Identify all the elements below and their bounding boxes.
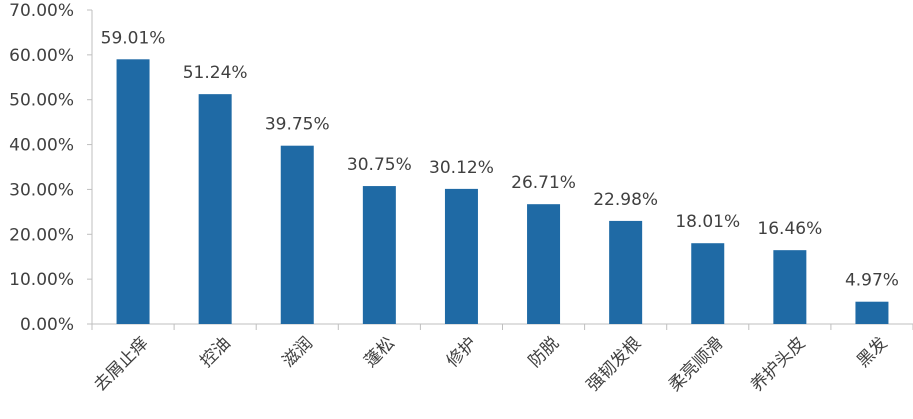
bar xyxy=(773,250,807,324)
data-label: 22.98% xyxy=(593,190,658,210)
category-label: 黑发 xyxy=(853,333,891,371)
y-axis: 0.00% 10.00% 20.00% 30.00% 40.00% 50.00% 60.00… xyxy=(9,1,93,335)
data-label: 59.01% xyxy=(101,28,166,48)
bar xyxy=(198,94,232,324)
category-label: 强韧发根 xyxy=(583,333,645,395)
category-label: 去屑止痒 xyxy=(90,333,152,395)
y-tick-label: 20.00% xyxy=(9,225,74,245)
category-label: 蓬松 xyxy=(361,333,399,371)
data-label: 18.01% xyxy=(675,212,740,232)
category-label: 控油 xyxy=(197,333,235,371)
y-tick-label: 10.00% xyxy=(9,270,74,290)
y-tick-label: 70.00% xyxy=(9,1,74,21)
bar xyxy=(691,243,725,324)
y-tick-label: 60.00% xyxy=(9,46,74,66)
category-label: 防脱 xyxy=(525,333,563,371)
data-label: 16.46% xyxy=(757,219,822,239)
y-tick-label: 40.00% xyxy=(9,136,74,156)
data-label: 26.71% xyxy=(511,173,576,193)
data-label: 30.12% xyxy=(429,158,494,178)
data-label: 39.75% xyxy=(265,115,330,135)
bar xyxy=(362,186,396,324)
bar xyxy=(527,204,561,324)
category-labels: 去屑止痒 控油 滋润 蓬松 修护 防脱 强韧发根 柔亮顺滑 养护头皮 黑发 xyxy=(90,333,891,395)
bar xyxy=(609,220,643,324)
category-label: 滋润 xyxy=(279,333,317,371)
data-label: 4.97% xyxy=(845,271,899,291)
y-tick-label: 0.00% xyxy=(20,315,74,335)
data-labels: 59.01% 51.24% 39.75% 30.75% 30.12% 26.71% 22.9… xyxy=(101,28,899,290)
category-label: 养护头皮 xyxy=(747,333,809,395)
data-label: 51.24% xyxy=(183,63,248,83)
data-label: 30.75% xyxy=(347,155,412,175)
y-tick-label: 30.00% xyxy=(9,180,74,200)
category-label: 柔亮顺滑 xyxy=(665,333,727,395)
bar xyxy=(444,188,478,324)
x-axis xyxy=(91,323,913,330)
bar xyxy=(280,145,314,324)
bars xyxy=(116,59,889,324)
bar xyxy=(855,301,889,324)
bar xyxy=(116,59,150,324)
y-tick-label: 50.00% xyxy=(9,91,74,111)
category-label: 修护 xyxy=(443,333,481,371)
